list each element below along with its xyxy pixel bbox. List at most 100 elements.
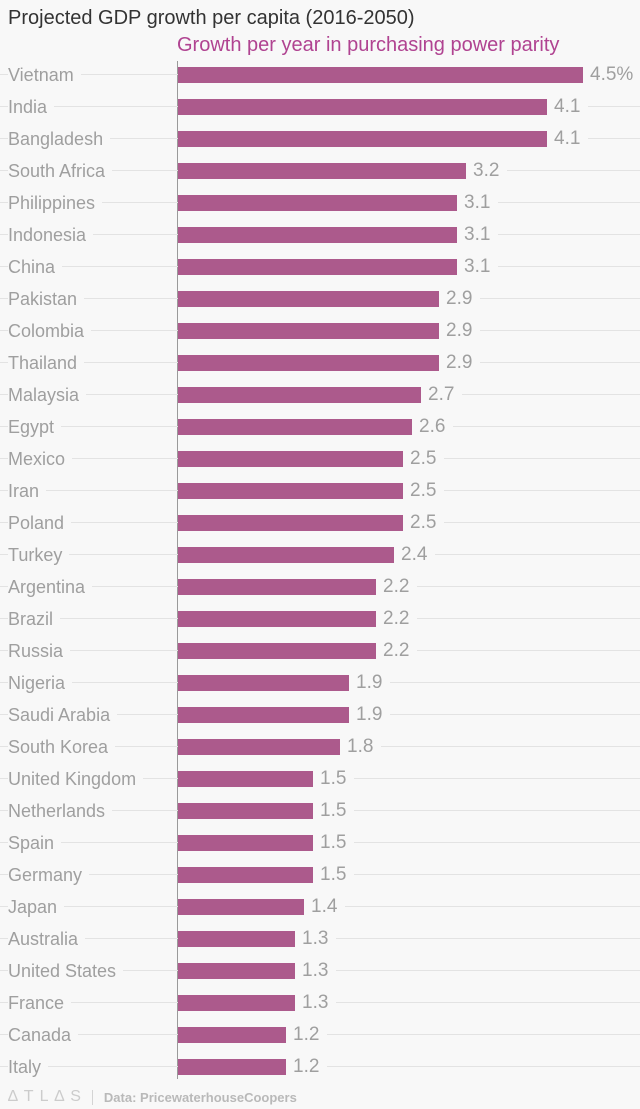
chart-row: Russia 2.2 — [0, 635, 640, 667]
value-label: 2.2 — [376, 635, 418, 667]
chart-row: Spain 1.5 — [0, 827, 640, 859]
value-label: 3.1 — [457, 219, 499, 251]
chart-row: Argentina 2.2 — [0, 571, 640, 603]
category-label: Poland — [8, 507, 72, 539]
chart-row: Germany 1.5 — [0, 859, 640, 891]
category-label: United Kingdom — [8, 763, 144, 795]
category-label: Russia — [8, 635, 71, 667]
category-label: Saudi Arabia — [8, 699, 118, 731]
value-label: 2.7 — [421, 379, 463, 411]
category-label: Malaysia — [8, 379, 87, 411]
category-label: Japan — [8, 891, 65, 923]
bar-chart: Vietnam 4.5% India 4.1 Bangladesh 4.1 South Af… — [0, 59, 640, 1083]
category-label: Brazil — [8, 603, 61, 635]
chart-row: Mexico 2.5 — [0, 443, 640, 475]
bar — [178, 451, 403, 467]
value-label: 4.1 — [547, 91, 589, 123]
chart-row: Iran 2.5 — [0, 475, 640, 507]
chart-row: Australia 1.3 — [0, 923, 640, 955]
chart-row: Turkey 2.4 — [0, 539, 640, 571]
y-axis-line — [177, 61, 178, 1079]
category-label: Argentina — [8, 571, 93, 603]
bar — [178, 67, 583, 83]
value-label: 2.5 — [403, 443, 445, 475]
chart-row: United States 1.3 — [0, 955, 640, 987]
value-label: 1.5 — [313, 859, 355, 891]
value-label: 4.5% — [583, 59, 640, 91]
category-label: Canada — [8, 1019, 79, 1051]
value-label: 2.9 — [439, 347, 481, 379]
category-label: South Korea — [8, 731, 116, 763]
category-label: Turkey — [8, 539, 70, 571]
bar — [178, 707, 349, 723]
category-label: Bangladesh — [8, 123, 111, 155]
category-label: Vietnam — [8, 59, 81, 91]
category-label: South Africa — [8, 155, 113, 187]
value-label: 2.5 — [403, 507, 445, 539]
bar — [178, 355, 439, 371]
bar — [178, 387, 421, 403]
chart-row: Brazil 2.2 — [0, 603, 640, 635]
atlas-logo: ∆TL∆S — [8, 1088, 87, 1105]
value-label: 1.9 — [349, 667, 391, 699]
value-label: 1.2 — [286, 1051, 328, 1083]
chart-row: Italy 1.2 — [0, 1051, 640, 1083]
bar — [178, 419, 412, 435]
bar — [178, 195, 457, 211]
chart-row: Pakistan 2.9 — [0, 283, 640, 315]
value-label: 1.5 — [313, 763, 355, 795]
chart-subtitle: Growth per year in purchasing power pari… — [177, 34, 560, 56]
bar — [178, 131, 547, 147]
bar — [178, 1027, 286, 1043]
bar — [178, 803, 313, 819]
category-label: Egypt — [8, 411, 62, 443]
bar — [178, 579, 376, 595]
chart-footer: ∆TL∆S Data: PricewaterhouseCoopers — [0, 1085, 640, 1109]
chart-row: Poland 2.5 — [0, 507, 640, 539]
category-label: Spain — [8, 827, 62, 859]
chart-row: Bangladesh 4.1 — [0, 123, 640, 155]
bar — [178, 899, 304, 915]
chart-row: Canada 1.2 — [0, 1019, 640, 1051]
value-label: 1.4 — [304, 891, 346, 923]
category-label: United States — [8, 955, 124, 987]
chart-row: Vietnam 4.5% — [0, 59, 640, 91]
category-label: Iran — [8, 475, 47, 507]
chart-row: Malaysia 2.7 — [0, 379, 640, 411]
bar — [178, 99, 547, 115]
bar — [178, 611, 376, 627]
value-label: 2.9 — [439, 315, 481, 347]
value-label: 2.6 — [412, 411, 454, 443]
category-label: Germany — [8, 859, 90, 891]
value-label: 2.2 — [376, 571, 418, 603]
bar — [178, 675, 349, 691]
chart-row: Nigeria 1.9 — [0, 667, 640, 699]
chart-row: Japan 1.4 — [0, 891, 640, 923]
category-label: Australia — [8, 923, 86, 955]
value-label: 3.1 — [457, 187, 499, 219]
value-label: 2.4 — [394, 539, 436, 571]
bar — [178, 323, 439, 339]
value-label: 1.5 — [313, 827, 355, 859]
value-label: 1.8 — [340, 731, 382, 763]
chart-row: France 1.3 — [0, 987, 640, 1019]
chart-row: Indonesia 3.1 — [0, 219, 640, 251]
value-label: 4.1 — [547, 123, 589, 155]
category-label: Mexico — [8, 443, 73, 475]
value-label: 1.5 — [313, 795, 355, 827]
chart-row: China 3.1 — [0, 251, 640, 283]
bar — [178, 739, 340, 755]
bar — [178, 259, 457, 275]
category-label: Colombia — [8, 315, 92, 347]
category-label: Pakistan — [8, 283, 85, 315]
category-label: Indonesia — [8, 219, 94, 251]
value-label: 1.3 — [295, 987, 337, 1019]
chart-title: Projected GDP growth per capita (2016-20… — [8, 7, 415, 29]
bar — [178, 995, 295, 1011]
bar — [178, 771, 313, 787]
chart-row: South Africa 3.2 — [0, 155, 640, 187]
bar — [178, 963, 295, 979]
value-label: 2.9 — [439, 283, 481, 315]
chart-row: Saudi Arabia 1.9 — [0, 699, 640, 731]
bar — [178, 291, 439, 307]
